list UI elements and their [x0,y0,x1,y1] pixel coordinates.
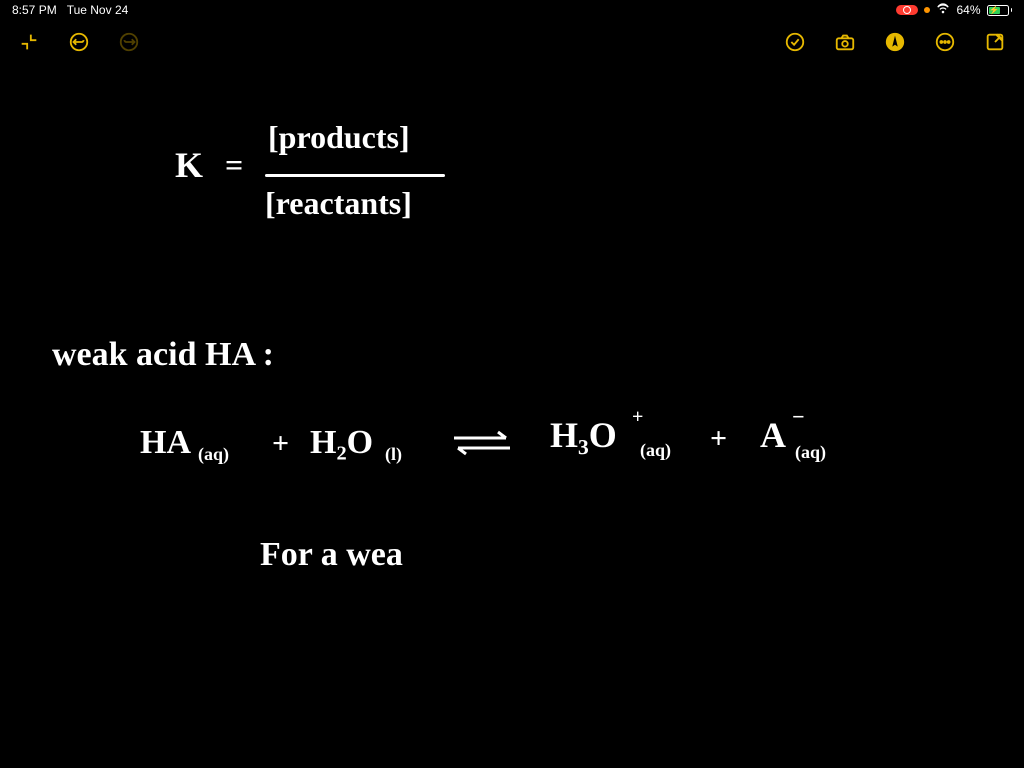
markup-button[interactable] [884,31,906,53]
handwriting-a-charge: − [792,404,805,430]
battery-icon: ⚡ [987,5,1013,16]
status-date: Tue Nov 24 [67,3,129,17]
handwriting-plus1: + [272,427,289,461]
handwriting-h3o-charge: + [632,406,643,429]
wifi-icon [936,3,950,17]
handwriting-h3o-state: (aq) [640,440,671,461]
handwriting-a-state: (aq) [795,442,826,463]
status-right: 64% ⚡ [896,3,1012,17]
battery-percent: 64% [956,3,980,17]
fraction-line [265,174,445,177]
handwriting-weak-acid: weak acid HA : [52,336,274,374]
note-canvas[interactable]: K = [products] [reactants] weak acid HA … [0,64,1024,768]
redo-button[interactable] [118,31,140,53]
recording-dot-icon [903,6,911,14]
handwriting-plus2: + [710,422,727,456]
equilibrium-arrow-icon [446,426,518,463]
recording-indicator[interactable] [896,5,918,15]
handwriting-h2o-state: (l) [385,444,402,465]
handwriting-ha-state: (aq) [198,444,229,465]
checklist-button[interactable] [784,31,806,53]
handwriting-a-minus: A [760,414,786,456]
status-time: 8:57 PM [12,3,57,17]
toolbar [0,20,1024,64]
camera-button[interactable] [834,31,856,53]
handwriting-products: [products] [268,119,410,156]
handwriting-for-a-weak: For a wea [260,536,403,574]
handwriting-h3o: H₃O [550,414,617,456]
toolbar-right [784,31,1006,53]
handwriting-h2o: H₂O [310,424,373,462]
mic-in-use-indicator [924,7,930,13]
undo-button[interactable] [68,31,90,53]
toolbar-left [18,31,140,53]
status-bar: 8:57 PM Tue Nov 24 64% ⚡ [0,0,1024,20]
more-button[interactable] [934,31,956,53]
compose-button[interactable] [984,31,1006,53]
charging-bolt-icon: ⚡ [989,6,999,15]
handwriting-k: K [175,144,203,186]
handwriting-equals: = [225,147,243,184]
status-left: 8:57 PM Tue Nov 24 [12,3,128,17]
handwriting-reactants: [reactants] [265,185,412,222]
collapse-icon[interactable] [18,31,40,53]
handwriting-ha: HA [140,424,191,462]
